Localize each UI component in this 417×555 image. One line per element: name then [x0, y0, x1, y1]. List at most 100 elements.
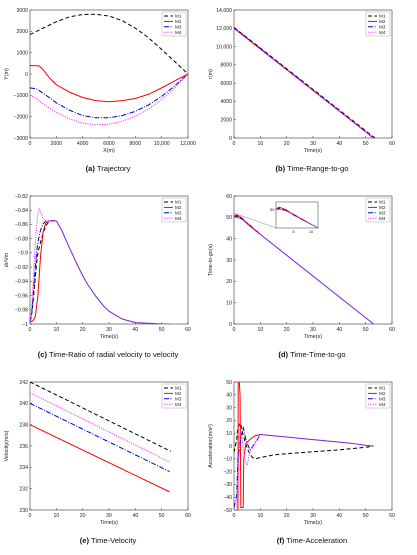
- caption-e: (e) Time-Velocity: [79, 536, 137, 545]
- y-tick-label: −50: [223, 508, 232, 514]
- x-tick-label: 10,000: [154, 141, 170, 147]
- y-tick-label: 50: [226, 215, 232, 221]
- caption-f: (f) Time-Acceleration: [276, 536, 348, 545]
- x-tick-label: 0: [29, 327, 32, 333]
- inset-frame: [275, 201, 319, 229]
- x-tick-label: 2000: [51, 141, 63, 147]
- x-tick-label: 0: [233, 327, 236, 333]
- legend-label-M2: M2: [379, 205, 386, 210]
- legend-label-M2: M2: [379, 391, 386, 396]
- series-line-common: [260, 433, 374, 447]
- x-tick-label: 0: [29, 141, 32, 147]
- legend-label-M1: M1: [175, 14, 182, 19]
- legend-label-M4: M4: [175, 30, 182, 35]
- series-line-M1: [30, 220, 57, 322]
- y-tick-label: −3000: [13, 136, 28, 142]
- y-axis-label: dr/Vm: [4, 252, 10, 267]
- y-tick-label: −0.98: [15, 308, 28, 314]
- series-line-M1: [234, 421, 374, 460]
- y-tick-label: 10: [226, 300, 232, 306]
- y-tick-label: 12,000: [216, 26, 232, 32]
- y-tick-label: −0.92: [15, 265, 28, 271]
- y-tick-label: 1000: [16, 50, 28, 56]
- y-tick-label: −20: [223, 469, 232, 475]
- x-tick-label: 20: [80, 327, 86, 333]
- series-line-M4: [234, 430, 261, 510]
- y-tick-label: 242: [19, 380, 28, 386]
- x-tick-label: 8000: [130, 141, 142, 147]
- y-tick-label: −2000: [13, 114, 28, 120]
- caption-a: (a) Trajectory: [85, 164, 131, 173]
- x-tick-label: 20: [284, 327, 290, 333]
- x-tick-label: 0: [29, 513, 32, 519]
- zoom-inset: 5 10 50: [270, 201, 319, 234]
- series-line-common: [55, 220, 170, 324]
- x-tick-label: 60: [389, 513, 395, 519]
- y-tick-label: 4000: [220, 99, 232, 105]
- y-tick-label: 50: [226, 380, 232, 386]
- y-tick-label: 6000: [220, 81, 232, 87]
- plot-area-a: [29, 9, 189, 139]
- series-line-M2: [234, 382, 261, 510]
- x-tick-label: 6000: [103, 141, 115, 147]
- y-tick-label: 30: [226, 258, 232, 264]
- x-tick-label: 0: [233, 141, 236, 147]
- inset-x-tick-label: 10: [309, 229, 314, 234]
- y-tick-label: −0.94: [15, 279, 28, 285]
- y-tick-label: 10: [226, 431, 232, 437]
- y-tick-label: 10,000: [216, 44, 232, 50]
- y-tick-label: −0.88: [15, 236, 28, 242]
- y-tick-label: 3000: [16, 8, 28, 14]
- x-tick-label: 40: [336, 327, 342, 333]
- y-tick-label: −0.86: [15, 222, 28, 228]
- plot-area-b: [233, 9, 393, 139]
- legend-label-M4: M4: [175, 216, 182, 221]
- x-tick-label: 30: [106, 513, 112, 519]
- y-tick-label: −40: [223, 495, 232, 501]
- series-line-M4: [30, 207, 57, 322]
- x-tick-label: 20: [284, 513, 290, 519]
- x-tick-label: 60: [389, 141, 395, 147]
- legend-label-M1: M1: [379, 200, 386, 205]
- series-line-M4: [30, 392, 170, 463]
- legend-label-M3: M3: [175, 396, 182, 401]
- legend-label-M4: M4: [175, 402, 182, 407]
- series-line-M1: [30, 382, 172, 452]
- x-axis-label: X(m): [103, 148, 115, 154]
- x-tick-label: 60: [389, 327, 395, 333]
- y-tick-label: 20: [226, 279, 232, 285]
- legend-label-M1: M1: [175, 386, 182, 391]
- y-tick-label: −1000: [13, 93, 28, 99]
- y-tick-label: 30: [226, 405, 232, 411]
- y-tick-label: 14,000: [216, 8, 232, 14]
- series-line-M2: [30, 64, 188, 103]
- x-tick-label: 30: [106, 327, 112, 333]
- x-tick-label: 50: [363, 141, 369, 147]
- chart-d: 0 10 20 30 40 50 60 0 10 20 30 40 50 60 Time(s) Time-to…: [208, 194, 395, 340]
- x-tick-label: 50: [159, 327, 165, 333]
- caption-b: (b) Time-Range-to-go: [275, 164, 349, 173]
- x-tick-label: 20: [284, 141, 290, 147]
- legend-label-M3: M3: [379, 210, 386, 215]
- legend-label-M1: M1: [175, 200, 182, 205]
- x-axis-label: Time(s): [304, 334, 322, 340]
- x-tick-label: 50: [159, 513, 165, 519]
- series-line-M3: [30, 402, 170, 473]
- y-tick-label: 2000: [220, 118, 232, 124]
- y-tick-label: −30: [223, 482, 232, 488]
- x-tick-label: 10: [257, 327, 263, 333]
- x-tick-label: 0: [233, 513, 236, 519]
- y-tick-label: 40: [226, 236, 232, 242]
- x-tick-label: 40: [132, 327, 138, 333]
- y-tick-label: 238: [19, 422, 28, 428]
- y-axis-label: Velocity(m/s): [4, 430, 10, 461]
- y-axis-label: r(m): [208, 69, 214, 79]
- x-axis-label: Time(s): [100, 520, 118, 526]
- y-tick-label: −0.84: [15, 208, 28, 214]
- legend-label-M2: M2: [175, 19, 182, 24]
- x-tick-label: 50: [363, 513, 369, 519]
